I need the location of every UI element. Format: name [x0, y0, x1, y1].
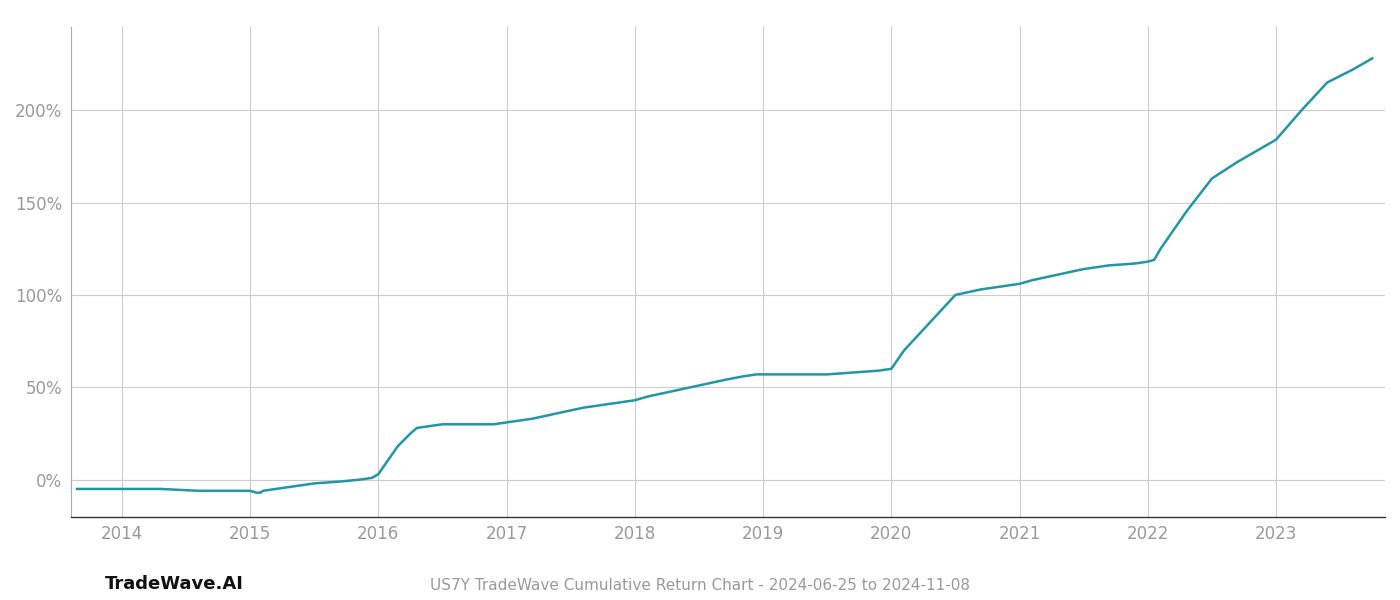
Text: TradeWave.AI: TradeWave.AI	[105, 575, 244, 593]
Text: US7Y TradeWave Cumulative Return Chart - 2024-06-25 to 2024-11-08: US7Y TradeWave Cumulative Return Chart -…	[430, 578, 970, 593]
